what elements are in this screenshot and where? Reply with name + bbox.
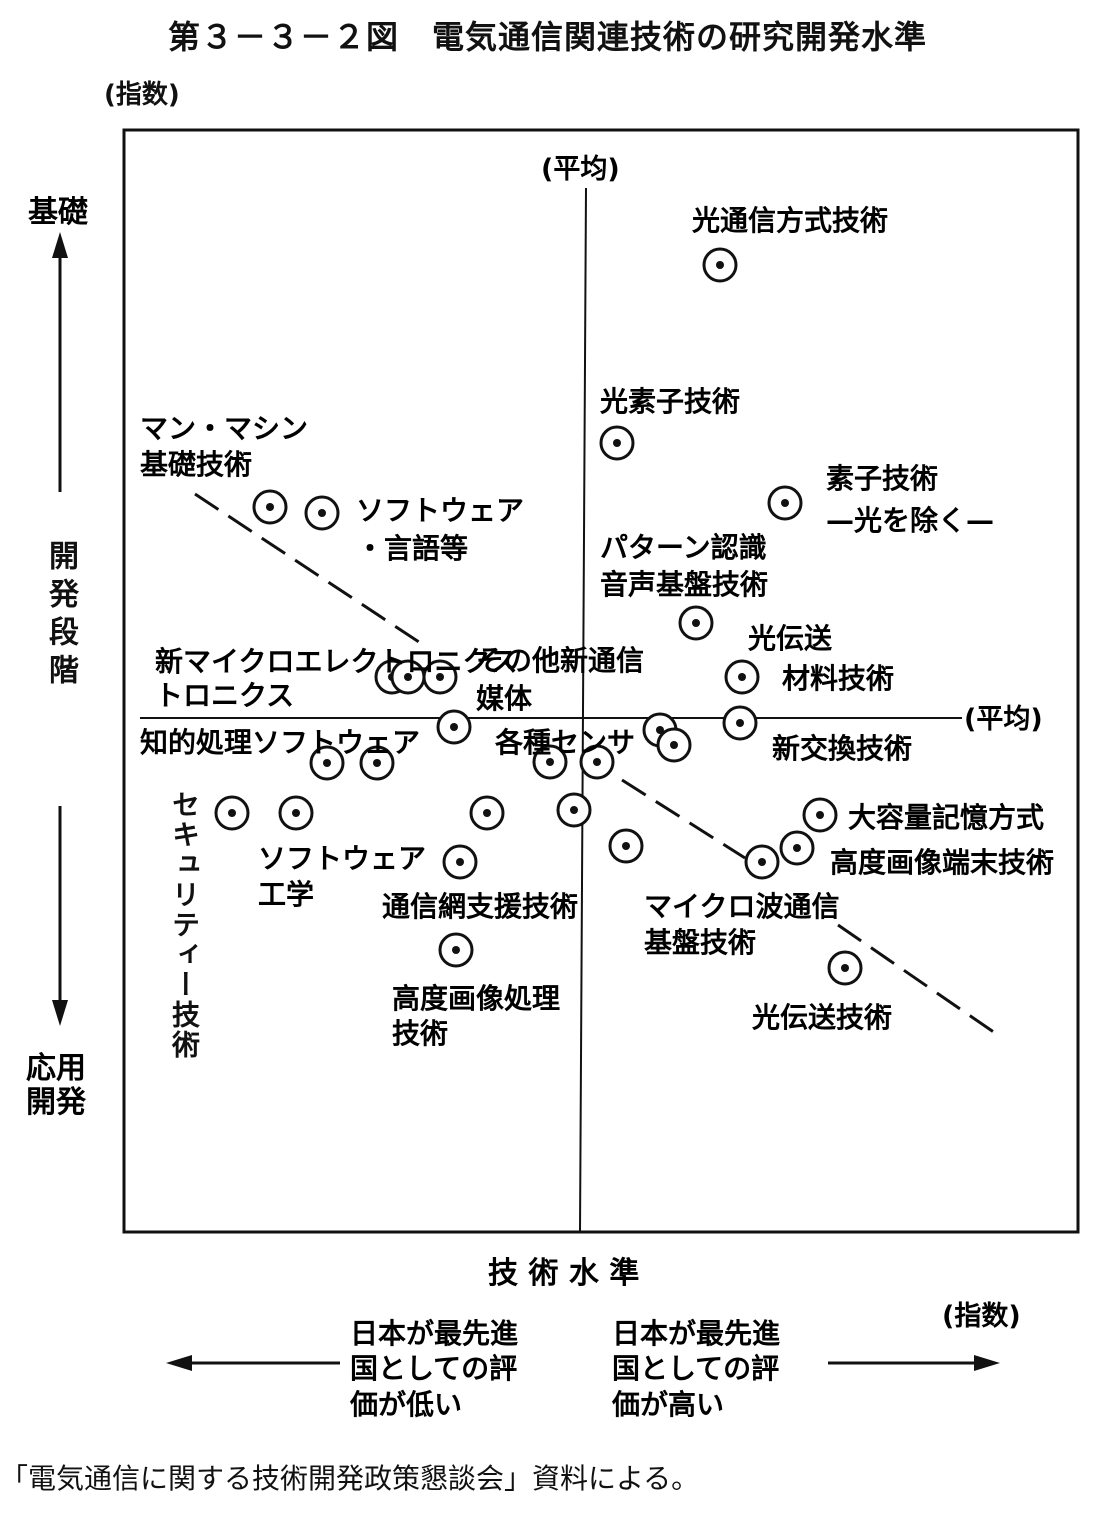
point-label: マイクロ波通信 bbox=[644, 890, 839, 923]
data-point bbox=[422, 659, 458, 695]
point-label: ソフトウェア bbox=[258, 842, 426, 875]
x-average-line bbox=[579, 187, 587, 1233]
arrow-right-icon bbox=[974, 1355, 1000, 1371]
data-point bbox=[278, 795, 314, 831]
dashed-line-middle bbox=[621, 778, 746, 860]
data-point bbox=[827, 950, 863, 986]
data-point bbox=[702, 247, 738, 283]
point-label: 光素子技術 bbox=[599, 385, 740, 418]
point-label: ・言語等 bbox=[356, 532, 468, 565]
dashed-line-lower bbox=[837, 923, 999, 1037]
point-label: 大容量記憶方式 bbox=[848, 801, 1044, 834]
data-point bbox=[767, 485, 803, 521]
bottom-right-line-1: 日本が最先進 bbox=[612, 1317, 780, 1350]
point-label: 光伝送技術 bbox=[751, 1001, 892, 1034]
data-point bbox=[556, 792, 592, 828]
data-point bbox=[304, 495, 340, 531]
point-label: 基礎技術 bbox=[140, 448, 252, 481]
point-label: ソフトウェア bbox=[356, 494, 524, 527]
y-axis-bottom-label-1: 応用 bbox=[26, 1051, 86, 1086]
y-axis-top-label: 基礎 bbox=[28, 195, 88, 230]
data-point bbox=[779, 830, 815, 866]
point-label: 知的処理ソフトウェア bbox=[140, 726, 420, 759]
avg-label-top: (平均) bbox=[541, 154, 620, 185]
point-label: 高度画像処理 bbox=[392, 982, 560, 1015]
point-label: 新マイクロエレクトロニクス bbox=[155, 645, 518, 678]
point-label: パターン認識 bbox=[600, 531, 767, 564]
point-label: その他新通信 bbox=[476, 644, 644, 677]
point-label: —光を除く— bbox=[826, 504, 994, 537]
y-unit-label: (指数) bbox=[104, 80, 180, 110]
x-unit-label: (指数) bbox=[942, 1301, 1021, 1332]
chart-title: 第３－３－２図 電気通信関連技術の研究開発水準 bbox=[167, 18, 927, 56]
point-label: 高度画像端末技術 bbox=[830, 846, 1054, 879]
data-point bbox=[252, 489, 288, 525]
point-label: トロニクス bbox=[155, 679, 294, 712]
data-point bbox=[436, 709, 472, 745]
x-axis-title: 技 術 水 準 bbox=[488, 1256, 639, 1291]
y-axis-middle-label: 開発段階 bbox=[43, 540, 78, 692]
data-point bbox=[722, 705, 758, 741]
point-label: 各種センサ bbox=[494, 726, 635, 759]
data-point bbox=[678, 605, 714, 641]
bottom-right-line-3: 価が高い bbox=[611, 1388, 724, 1421]
data-point bbox=[579, 744, 615, 780]
data-point bbox=[532, 744, 568, 780]
security-tech-label: セキュリティー技術 bbox=[168, 790, 201, 1060]
plot-frame bbox=[122, 128, 1080, 1234]
data-point bbox=[438, 932, 474, 968]
point-label: マン・マシン bbox=[140, 412, 308, 445]
data-point bbox=[724, 659, 760, 695]
data-point bbox=[214, 795, 250, 831]
data-point bbox=[599, 425, 635, 461]
data-point bbox=[442, 844, 478, 880]
bottom-left-line-3: 価が低い bbox=[349, 1388, 462, 1421]
point-label: 基盤技術 bbox=[644, 926, 756, 959]
data-point bbox=[359, 745, 395, 781]
arrow-left-icon bbox=[166, 1355, 192, 1371]
arrow-up-icon bbox=[52, 232, 68, 258]
data-point bbox=[608, 828, 644, 864]
avg-label-right: (平均) bbox=[964, 704, 1043, 735]
data-point bbox=[656, 727, 692, 763]
dashed-line-upper bbox=[194, 492, 429, 650]
arrow-down-icon bbox=[52, 1000, 68, 1026]
point-label: 素子技術 bbox=[826, 462, 938, 495]
point-label: 工学 bbox=[258, 878, 314, 911]
data-point bbox=[744, 844, 780, 880]
data-point bbox=[802, 797, 838, 833]
point-label: 媒体 bbox=[476, 682, 533, 715]
data-point bbox=[469, 795, 505, 831]
bottom-right-line-2: 国としての評 bbox=[612, 1352, 779, 1385]
point-label: 音声基盤技術 bbox=[600, 568, 768, 601]
point-label: 通信網支援技術 bbox=[382, 890, 578, 923]
y-axis-bottom-label-2: 開発 bbox=[26, 1085, 87, 1120]
bottom-left-line-2: 国としての評 bbox=[350, 1352, 517, 1385]
point-label: 技術 bbox=[392, 1017, 448, 1050]
point-label: 光通信方式技術 bbox=[691, 204, 888, 237]
point-label: 材料技術 bbox=[782, 662, 894, 695]
data-point bbox=[309, 745, 345, 781]
bottom-left-line-1: 日本が最先進 bbox=[350, 1317, 518, 1350]
point-label: 光伝送 bbox=[747, 622, 832, 655]
point-label: 新交換技術 bbox=[772, 732, 912, 765]
source-note: 「電気通信に関する技術開発政策懇談会」資料による。 bbox=[0, 1462, 700, 1495]
